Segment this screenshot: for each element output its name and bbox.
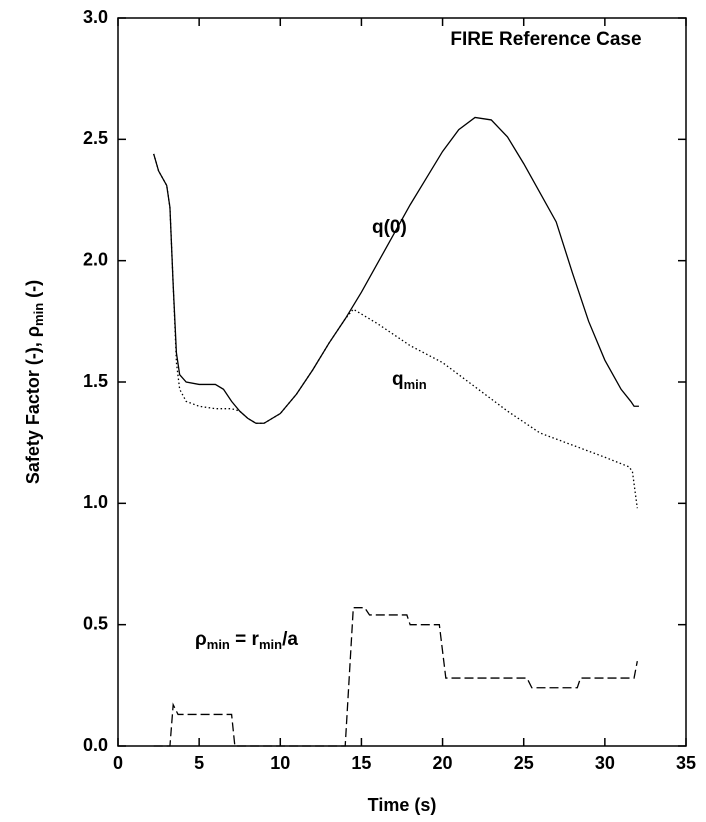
x-tick-label: 10 bbox=[270, 753, 290, 773]
y-axis-label-part: (-) bbox=[23, 280, 43, 303]
series-label-part: ρ bbox=[195, 629, 207, 650]
series-line bbox=[153, 607, 638, 747]
y-tick-label: 0.5 bbox=[83, 613, 108, 633]
series-label-part: min bbox=[207, 637, 230, 652]
series-label-part: /a bbox=[282, 629, 298, 650]
x-tick-label: 0 bbox=[113, 753, 123, 773]
y-axis-label-part: min bbox=[31, 303, 46, 326]
series-label-part: q bbox=[392, 369, 404, 390]
series-label-part: = r bbox=[230, 629, 260, 650]
y-axis-label: Safety Factor (-), ρmin (-) bbox=[23, 280, 47, 484]
y-tick-label: 1.5 bbox=[83, 371, 108, 391]
y-axis-label-part: Safety Factor (-), ρ bbox=[23, 326, 43, 484]
y-tick-label: 2.5 bbox=[83, 128, 108, 148]
series-label-part: q(0) bbox=[372, 217, 407, 238]
y-tick-label: 1.0 bbox=[83, 492, 108, 512]
series-label: qmin bbox=[392, 369, 427, 392]
series-label: q(0) bbox=[372, 217, 407, 238]
x-axis-label-part: Time (s) bbox=[368, 795, 437, 815]
x-tick-label: 20 bbox=[433, 753, 453, 773]
chart-title: FIRE Reference Case bbox=[450, 29, 641, 50]
x-tick-label: 25 bbox=[514, 753, 534, 773]
series-label-part: min bbox=[404, 377, 427, 392]
y-tick-label: 2.0 bbox=[83, 249, 108, 269]
y-tick-label: 0.0 bbox=[83, 735, 108, 755]
x-tick-label: 5 bbox=[194, 753, 204, 773]
x-axis-label: Time (s) bbox=[368, 795, 437, 815]
y-tick-label: 3.0 bbox=[83, 7, 108, 27]
series-label-part: min bbox=[259, 637, 282, 652]
x-tick-label: 30 bbox=[595, 753, 615, 773]
x-tick-label: 35 bbox=[676, 753, 696, 773]
series-line bbox=[153, 116, 639, 424]
series-line bbox=[153, 153, 638, 509]
x-tick-label: 15 bbox=[351, 753, 371, 773]
series-label: ρmin = rmin/a bbox=[195, 629, 298, 652]
